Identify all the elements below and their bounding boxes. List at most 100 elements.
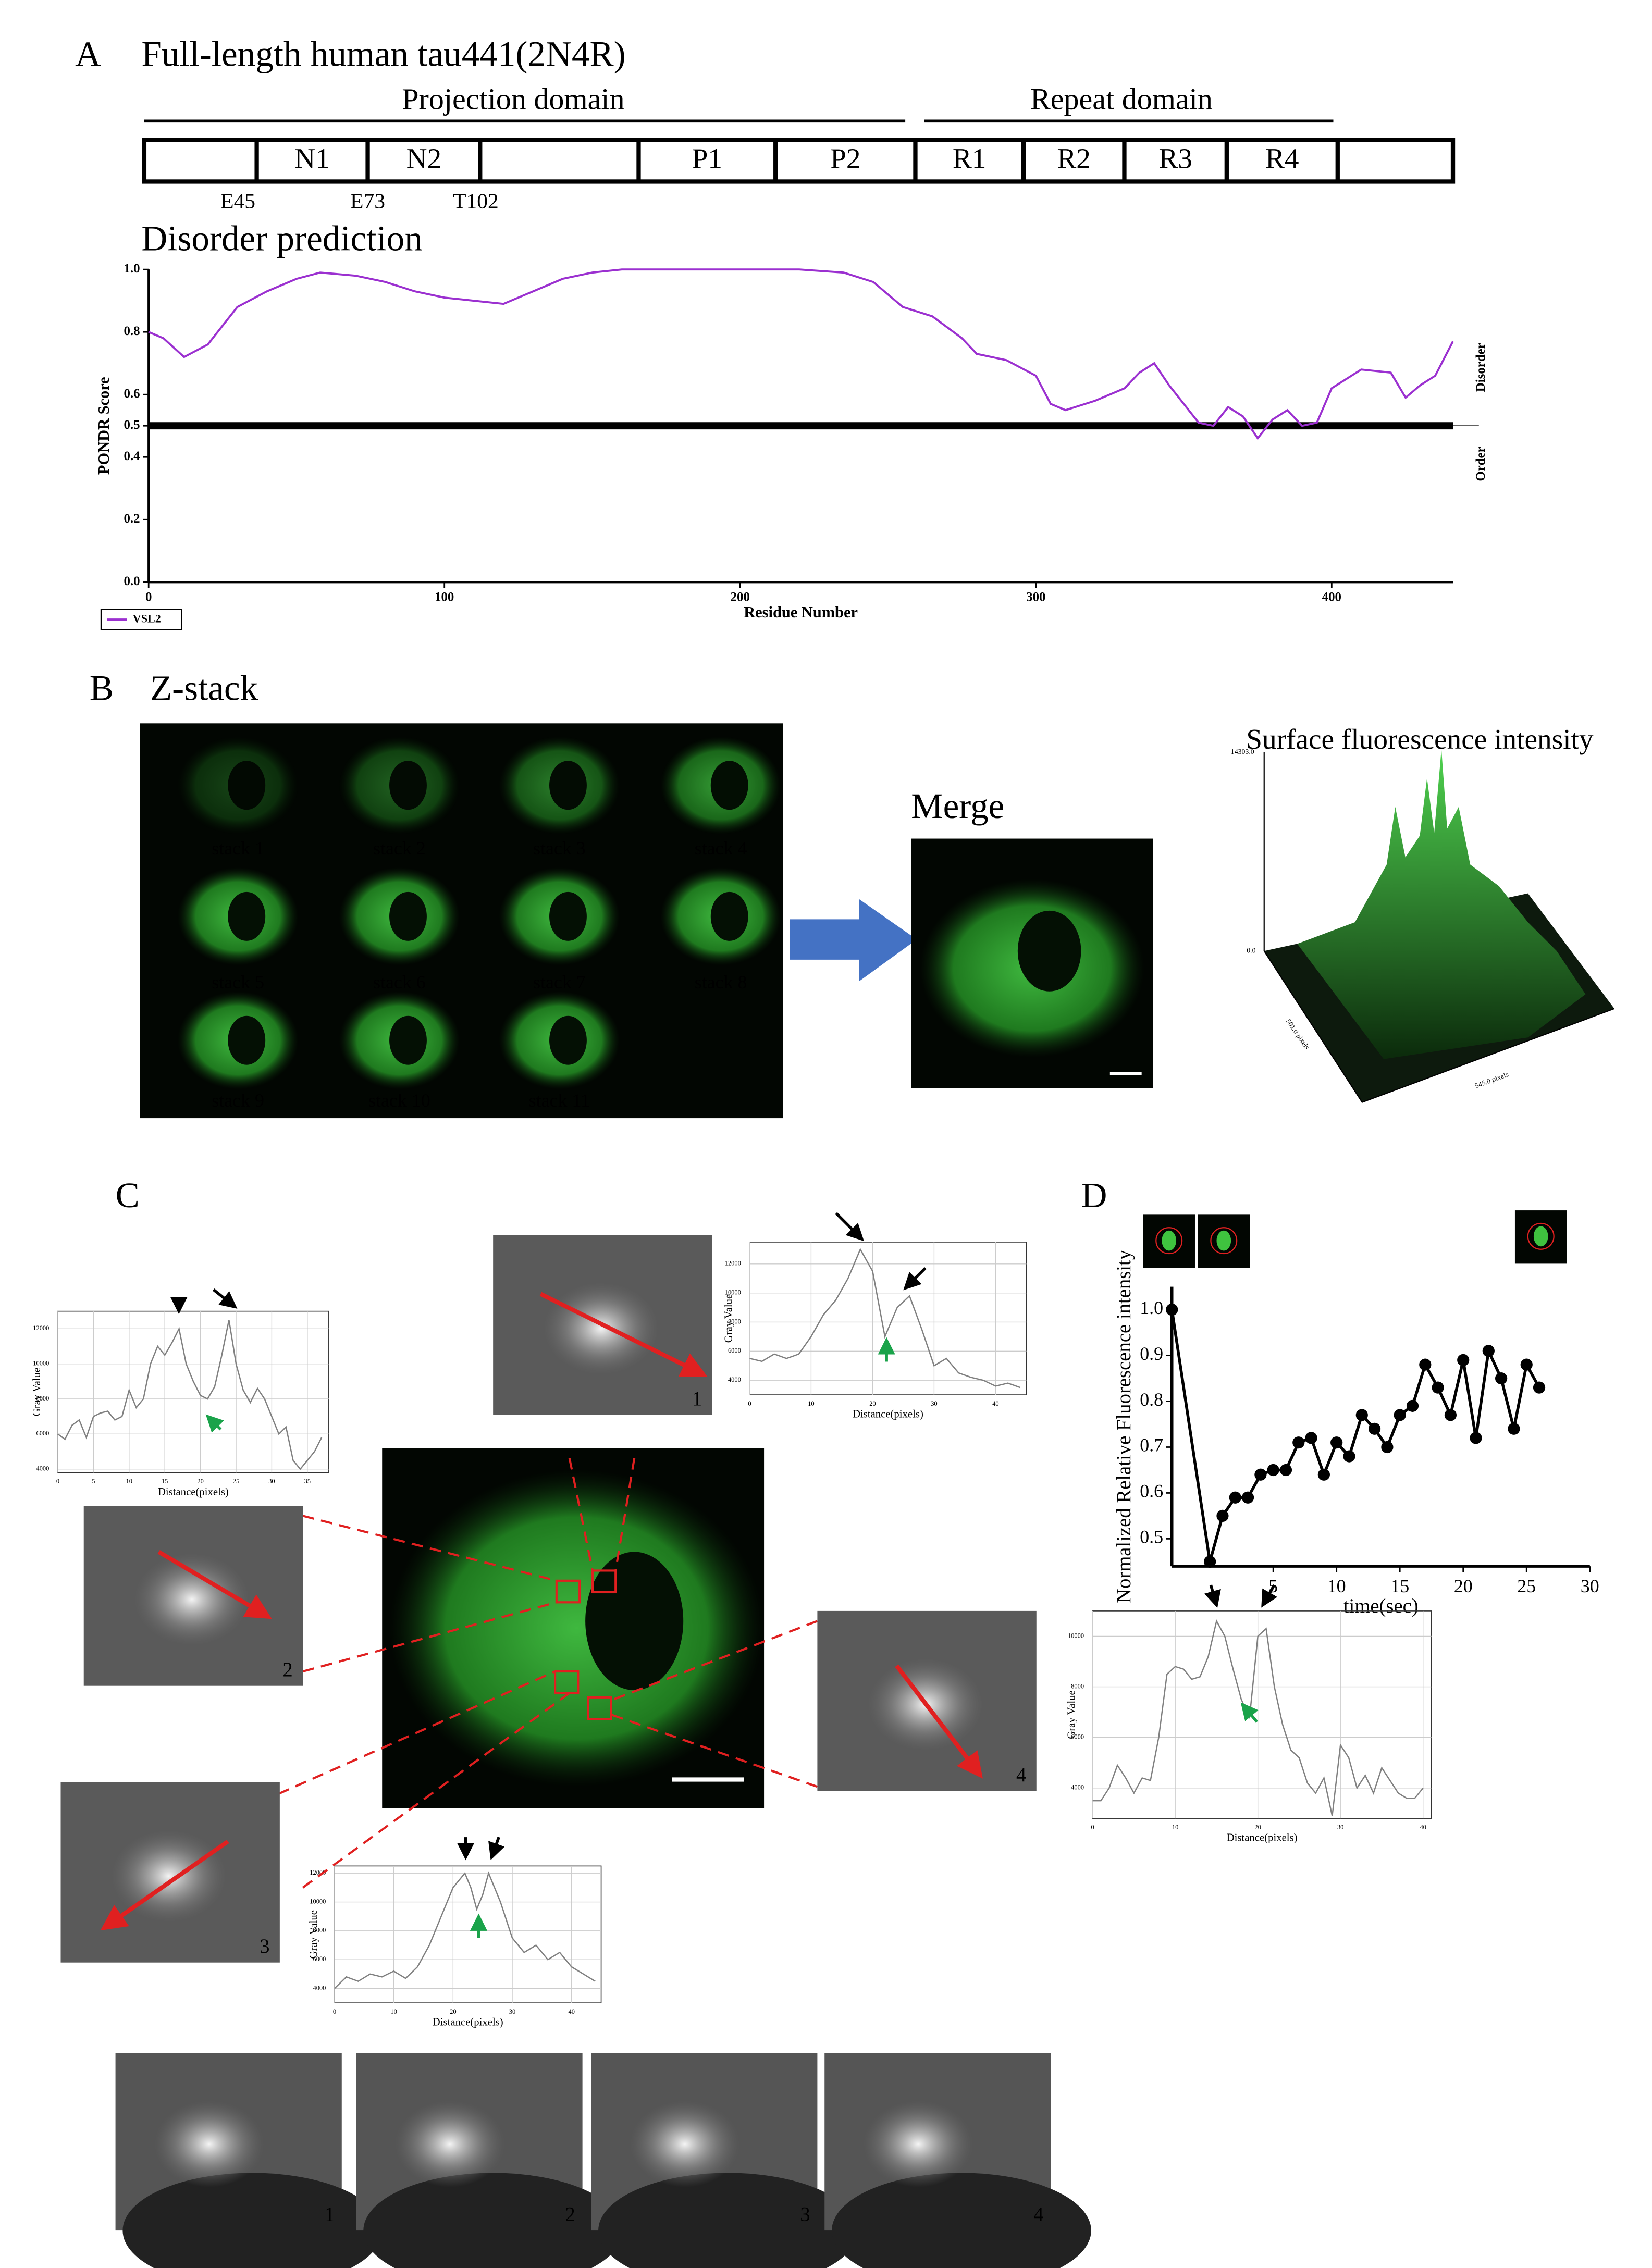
cell — [177, 736, 299, 835]
y-tick-label: 0.4 — [124, 449, 140, 463]
x-axis-label: Distance(pixels) — [433, 2017, 503, 2028]
data-point — [1495, 1372, 1508, 1385]
data-point — [1419, 1358, 1432, 1371]
puncta — [134, 1553, 250, 1646]
dark-region — [122, 2173, 383, 2268]
peak-arrow — [1204, 1584, 1221, 1608]
panel-label: C — [116, 1175, 140, 1215]
side-label: Disorder — [1474, 343, 1488, 392]
cell-thumbnail — [339, 736, 460, 835]
puncta — [1162, 1230, 1177, 1251]
panel-label: B — [90, 667, 114, 708]
y-tick-label: 0.8 — [124, 324, 140, 338]
roi-box — [591, 1569, 617, 1594]
z-label: 0.0 — [1247, 946, 1255, 954]
puncta — [111, 1830, 227, 1923]
x-tick-label: 20 — [869, 1400, 876, 1407]
x-tick-label: 0 — [748, 1400, 751, 1407]
roi-label: 2 — [282, 1659, 292, 1681]
line-scan-arrow — [539, 1292, 708, 1377]
y-tick-label: 0.5 — [124, 418, 140, 432]
x-tick-label: 40 — [1420, 1824, 1426, 1831]
y-tick-label: 6000 — [728, 1347, 741, 1354]
x-tick-label: 300 — [1026, 590, 1045, 604]
roi-label: 3 — [800, 2203, 810, 2225]
cell-thumbnail — [499, 736, 620, 835]
x-tick-label: 10 — [808, 1400, 814, 1407]
connector — [614, 1458, 636, 1571]
nucleus — [710, 761, 748, 810]
domain-label: R2 — [1057, 142, 1091, 174]
nucleus — [228, 761, 266, 810]
plot-frame — [1092, 1610, 1432, 1819]
axis-label: 545.0 pixels — [1474, 1070, 1510, 1089]
nucleus — [549, 1015, 587, 1065]
plot-title: Surface fluorescence intensity — [1246, 723, 1594, 755]
data-point — [1381, 1441, 1394, 1454]
data-point — [1216, 1509, 1229, 1522]
x-tick-label: 20 — [1454, 1576, 1473, 1596]
x-tick-label: 25 — [233, 1478, 239, 1485]
puncta — [154, 2101, 264, 2188]
x-tick-label: 30 — [268, 1478, 275, 1485]
y-tick-label: 1.0 — [1140, 1297, 1163, 1318]
roi-label: 4 — [1033, 2203, 1043, 2225]
domain-label: N2 — [406, 142, 442, 174]
roi-label: 1 — [325, 2203, 335, 2225]
stack-label: stack 11 — [529, 1090, 590, 1111]
data-point — [1432, 1381, 1444, 1394]
x-tick-label: 200 — [731, 590, 750, 604]
roi-box — [553, 1670, 580, 1694]
roi-label: 1 — [692, 1388, 702, 1410]
x-tick-label: 0 — [56, 1478, 59, 1485]
y-tick-label: 4000 — [313, 1984, 326, 1991]
dip-arrow — [1240, 1702, 1259, 1723]
data-point — [1241, 1491, 1254, 1504]
site-label: T102 — [453, 189, 499, 213]
cell-thumbnail — [660, 867, 782, 965]
x-axis-label: Residue Number — [744, 603, 858, 621]
y-tick-label: 12000 — [33, 1324, 49, 1332]
panel-label: D — [1081, 1175, 1107, 1215]
puncta — [863, 2101, 973, 2188]
y-tick-label: 6000 — [36, 1430, 49, 1437]
region-label: Projection domain — [402, 82, 624, 116]
x-tick-label: 20 — [1254, 1824, 1261, 1831]
y-tick-label: 6000 — [1071, 1733, 1084, 1741]
nucleus — [1017, 910, 1081, 992]
stack-label: stack 6 — [373, 972, 426, 993]
x-tick-label: 35 — [304, 1478, 311, 1485]
y-tick-label: 12000 — [725, 1260, 741, 1267]
nucleus — [228, 891, 266, 941]
cell — [389, 1469, 765, 1787]
data-point — [1279, 1464, 1292, 1477]
peak-arrow — [903, 1267, 927, 1291]
data-point — [1343, 1450, 1355, 1463]
data-line — [1092, 1619, 1424, 1816]
side-label: Order — [1474, 447, 1488, 481]
data-line — [334, 1871, 596, 1989]
data-point — [1355, 1409, 1368, 1421]
x-tick-label: 15 — [1390, 1576, 1409, 1596]
peak-arrow — [835, 1212, 865, 1242]
roi-box — [555, 1579, 581, 1604]
site-label: E45 — [220, 189, 255, 213]
legend-label: VSL2 — [133, 612, 161, 625]
x-axis-label: Distance(pixels) — [853, 1409, 923, 1420]
roi-label: 3 — [260, 1936, 269, 1957]
domain-label: R4 — [1265, 142, 1299, 174]
roi-label: 4 — [1016, 1764, 1026, 1786]
line-scan-arrow — [100, 1839, 229, 1931]
y-tick-label: 8000 — [1071, 1682, 1084, 1690]
connector — [302, 1601, 557, 1673]
plot-frame — [57, 1310, 329, 1473]
y-axis-label: Gray Value — [1066, 1690, 1078, 1739]
bleach-roi — [1155, 1227, 1183, 1255]
bleach-roi — [1210, 1227, 1238, 1255]
dark-region — [598, 2173, 858, 2268]
data-point — [1368, 1422, 1381, 1435]
data-point — [1254, 1468, 1267, 1481]
stack-label: stack 2 — [373, 838, 426, 859]
y-tick-label: 10000 — [1068, 1632, 1084, 1639]
